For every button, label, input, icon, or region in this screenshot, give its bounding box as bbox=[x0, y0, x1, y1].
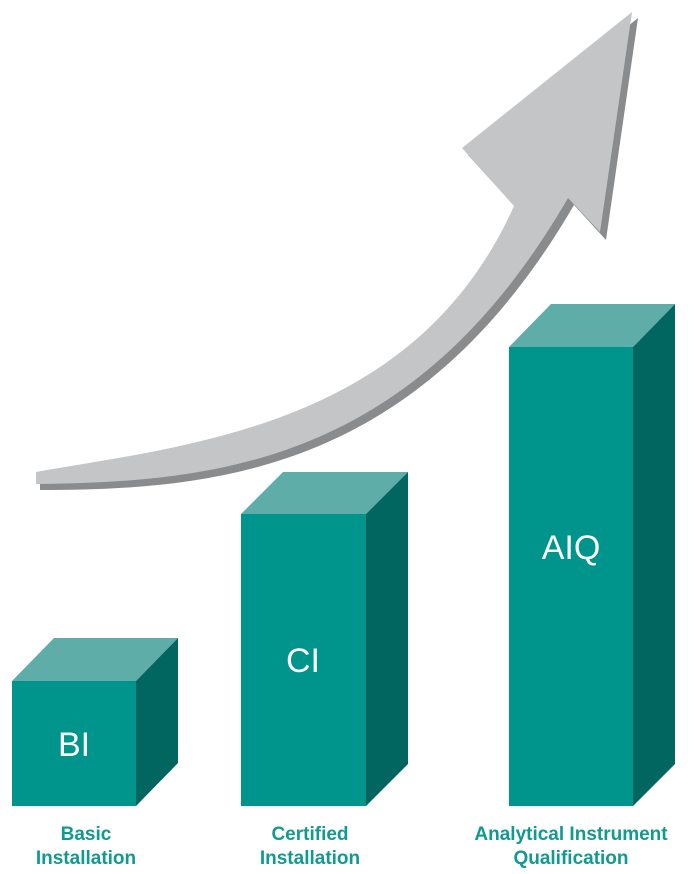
bar-bi-top bbox=[12, 638, 178, 681]
caption-line: Basic bbox=[60, 824, 112, 845]
bar-bi-side bbox=[136, 638, 178, 806]
curved-up-arrow-icon bbox=[36, 12, 638, 490]
bar-aiq: AIQ bbox=[509, 304, 675, 806]
caption-line: Qualification bbox=[513, 848, 629, 869]
bar-ci-top bbox=[241, 472, 408, 514]
caption-analytical-instrument-qualification: Analytical Instrument Qualification bbox=[448, 823, 694, 871]
bar-aiq-label: AIQ bbox=[542, 529, 601, 567]
bar-aiq-top bbox=[509, 304, 675, 347]
caption-line: Installation bbox=[259, 848, 361, 869]
bar-ci: CI bbox=[241, 472, 408, 806]
caption-line: Analytical Instrument bbox=[474, 824, 668, 845]
bar-ci-front bbox=[241, 514, 366, 806]
bar-bi: BI bbox=[12, 638, 178, 806]
caption-line: Installation bbox=[35, 848, 137, 869]
bar-ci-label: CI bbox=[286, 642, 320, 680]
arrow-body bbox=[36, 12, 632, 484]
caption-basic-installation: Basic Installation bbox=[12, 823, 160, 871]
caption-certified-installation: Certified Installation bbox=[236, 823, 384, 871]
bar-bi-front bbox=[12, 681, 136, 806]
bar-bi-label: BI bbox=[58, 726, 90, 764]
caption-line: Certified bbox=[271, 824, 349, 845]
bar-aiq-side bbox=[633, 304, 675, 806]
bar-ci-side bbox=[366, 472, 408, 806]
bar-aiq-front bbox=[509, 347, 633, 806]
